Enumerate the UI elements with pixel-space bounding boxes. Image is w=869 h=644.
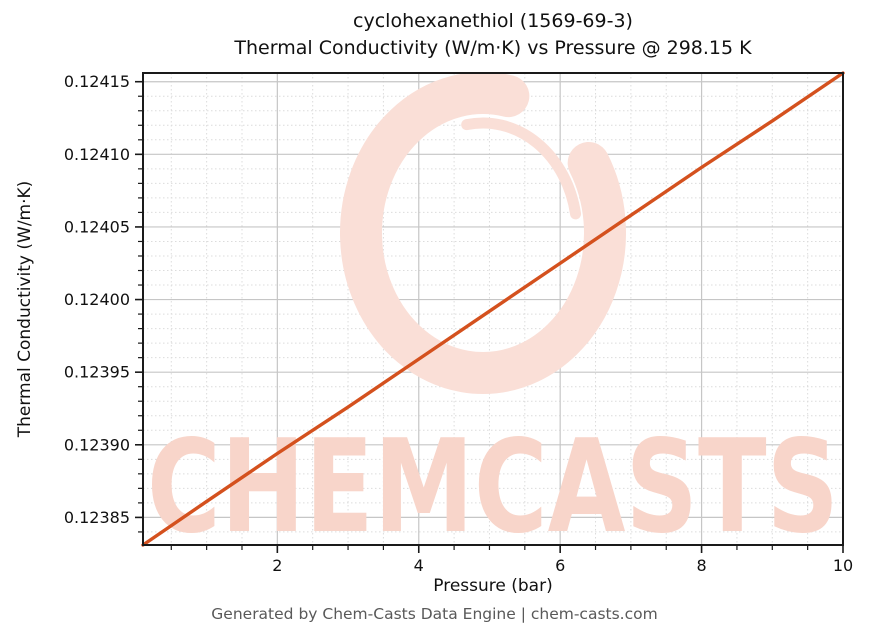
x-tick-label: 6 <box>555 556 565 575</box>
x-tick-label: 8 <box>696 556 706 575</box>
y-tick-label: 0.12405 <box>64 217 130 236</box>
ticks: 2 4 6 8 10 0.12385 0.12390 0.12395 0.12400 0.1240… <box>64 72 853 575</box>
y-tick-label: 0.12390 <box>64 435 130 454</box>
footer-text: Generated by Chem-Casts Data Engine | ch… <box>211 605 658 623</box>
watermark-logo-swoosh <box>461 117 582 220</box>
plot-border <box>142 72 844 546</box>
watermark-text: CHEMCASTS <box>147 413 839 562</box>
series-line <box>141 71 845 547</box>
x-axis-label: Pressure (bar) <box>433 576 553 596</box>
watermark-logo <box>340 73 626 394</box>
x-tick-label: 10 <box>833 556 853 575</box>
y-tick-label: 0.12410 <box>64 145 130 164</box>
chart-subtitle: Thermal Conductivity (W/m·K) vs Pressure… <box>234 37 752 59</box>
y-tick-label: 0.12385 <box>64 508 130 527</box>
watermark: CHEMCASTS <box>147 73 839 562</box>
x-tick-label: 2 <box>272 556 282 575</box>
y-tick-label: 0.12400 <box>64 290 130 309</box>
y-tick-label: 0.12395 <box>64 363 130 382</box>
grid <box>143 73 843 545</box>
chart-title: cyclohexanethiol (1569-69-3) <box>353 10 633 32</box>
y-tick-label: 0.12415 <box>64 72 130 91</box>
y-axis-label: Thermal Conductivity (W/m·K) <box>15 180 35 438</box>
x-tick-label: 4 <box>414 556 424 575</box>
